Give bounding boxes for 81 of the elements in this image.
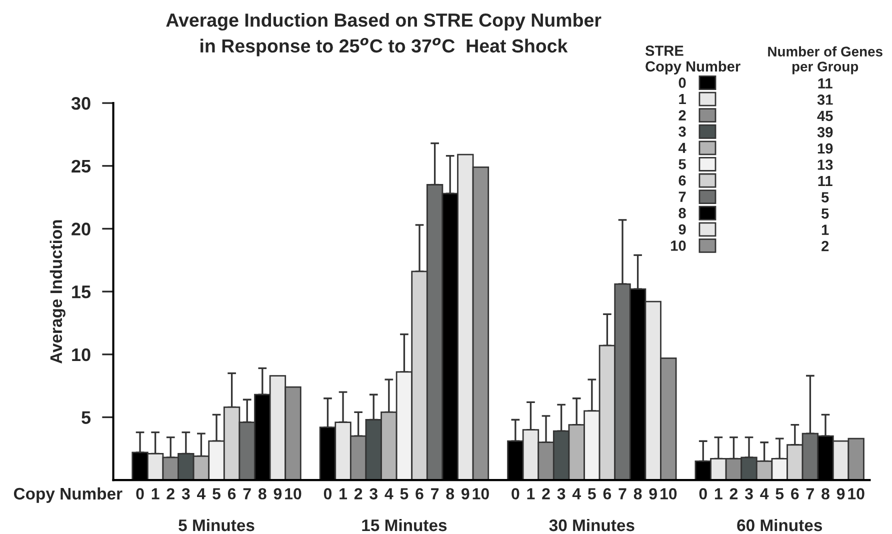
x-axis-title: Copy Number — [14, 487, 122, 503]
legend-label: 0 — [678, 78, 686, 88]
annotation: 5 — [821, 192, 829, 202]
text: 4 — [760, 488, 769, 500]
x-tick-label: 15 Minutes — [362, 518, 447, 532]
text: 10 — [848, 488, 864, 500]
text: 8 — [634, 488, 642, 500]
text: 3 — [557, 488, 566, 500]
text: 7 — [431, 488, 439, 500]
legend-label: 1 — [679, 94, 686, 104]
annotation: 2 — [822, 240, 829, 252]
text: 4 — [384, 488, 394, 500]
text: 4 — [197, 488, 206, 500]
text: 6 — [228, 488, 236, 500]
legend-label: 10 — [671, 240, 686, 251]
legend-label: 2 — [678, 110, 686, 120]
y-tick-label: 20 — [72, 222, 90, 236]
text: 3 — [370, 488, 378, 500]
annotation: 45 — [817, 110, 833, 122]
text: 0 — [512, 488, 520, 500]
text: 1 — [152, 488, 160, 500]
text: 5 — [400, 488, 408, 500]
text: 3 — [182, 488, 190, 500]
text: 10 — [472, 488, 489, 500]
annotation: 31 — [817, 94, 833, 105]
text: 6 — [603, 488, 612, 500]
text: 1 — [527, 488, 535, 500]
annotation: 11 — [818, 176, 832, 186]
y-tick-label: 5 — [82, 411, 91, 424]
text: 5 — [776, 488, 784, 500]
text: 2 — [166, 488, 174, 500]
annotation: 1 — [822, 224, 829, 235]
text: 6 — [416, 488, 424, 500]
text: 5 — [588, 488, 596, 500]
text: 0 — [699, 488, 707, 500]
text: 6 — [791, 488, 799, 500]
text: 9 — [836, 488, 845, 500]
legend-label: 9 — [678, 224, 686, 235]
annotation: 19 — [818, 143, 833, 154]
annotation: 5 — [821, 208, 829, 219]
x-tick-label: 5 Minutes — [178, 518, 254, 532]
text: 10 — [660, 488, 677, 500]
text: 0 — [136, 488, 144, 500]
y-tick-label: 10 — [72, 348, 90, 362]
text: 9 — [274, 488, 282, 500]
text: 4 — [572, 488, 581, 500]
text: 1 — [340, 488, 348, 500]
y-tick-label: 15 — [72, 286, 91, 298]
text: 0 — [324, 488, 332, 500]
text: 8 — [258, 488, 266, 500]
text: 8 — [446, 488, 454, 500]
legend-label: 8 — [678, 208, 686, 218]
y-axis-title: Average Induction — [50, 220, 66, 364]
text: 7 — [618, 488, 626, 500]
legend-label: 6 — [678, 175, 686, 186]
y-tick-label: 30 — [71, 96, 90, 110]
y-tick-label: 25 — [72, 160, 91, 173]
text: 7 — [806, 488, 814, 500]
text: 11 — [818, 78, 832, 88]
text: 2 — [354, 488, 362, 500]
annotation: 13 — [818, 160, 833, 170]
text: 9 — [462, 488, 470, 500]
text: 1 — [714, 488, 722, 500]
x-tick-label: 30 Minutes — [549, 518, 634, 532]
legend-label: 4 — [678, 142, 686, 153]
x-tick-label: 60 Minutes — [737, 518, 822, 532]
text: 9 — [649, 488, 657, 500]
text: 5 — [212, 488, 221, 500]
legend-label: 5 — [678, 159, 686, 170]
text: 2 — [730, 488, 738, 500]
text: 7 — [243, 488, 251, 500]
legend-label: 7 — [678, 192, 686, 202]
text: 3 — [744, 488, 753, 500]
text: Number of Genes per Group — [768, 46, 882, 74]
legend-title: STRE Copy Number — [645, 46, 740, 74]
text: 8 — [822, 488, 830, 500]
text: 10 — [285, 488, 302, 500]
annotation: 39 — [817, 127, 833, 138]
chart-title: Average Induction Based on STRE Copy Number in Response to 25$^{o}$C to 37$^{o}$C Heat Shock — [166, 12, 602, 56]
text: 2 — [542, 488, 550, 500]
legend-label: 3 — [678, 126, 686, 137]
